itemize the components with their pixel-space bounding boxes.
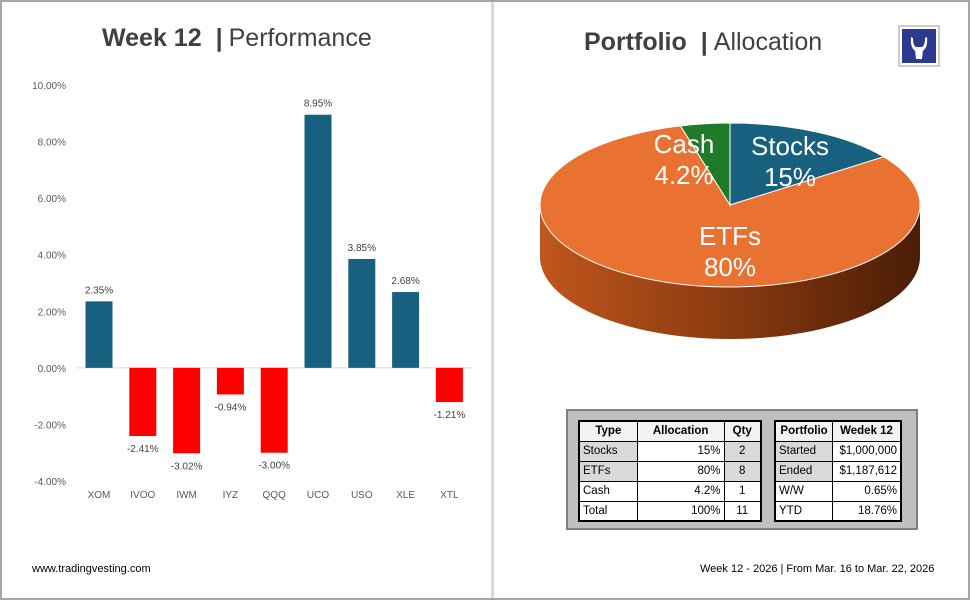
table-row: YTD 18.76%	[774, 500, 902, 522]
cell: 15%	[636, 440, 725, 462]
bar-iyz	[216, 367, 244, 395]
y-tick-label: 4.00%	[38, 251, 66, 262]
cell: 100%	[636, 500, 725, 522]
data-label: 3.85%	[348, 243, 376, 254]
cell: 4.2%	[636, 480, 725, 502]
table-row: Ended $1,187,612	[774, 460, 902, 482]
data-label: -2.41%	[127, 444, 159, 455]
y-tick-label: -4.00%	[34, 477, 66, 488]
header-portfolio: Portfolio	[774, 420, 834, 442]
x-tick-label: XLE	[396, 490, 415, 501]
data-label: 2.35%	[85, 285, 113, 296]
bar-xom	[85, 301, 113, 368]
pie-label: Cash	[654, 129, 715, 159]
allocation-title: Portfolio | Allocation	[584, 28, 823, 56]
pie-label: Stocks	[751, 131, 829, 161]
cell: Cash	[578, 480, 638, 502]
pie-value-label: 15%	[764, 162, 816, 192]
date-range: Week 12 - 2026 | From Mar. 16 to Mar. 22…	[700, 563, 935, 575]
bar-xle	[392, 292, 420, 368]
x-tick-label: XOM	[88, 490, 111, 501]
pie-slice-cash	[679, 122, 731, 207]
bull-horns-icon	[898, 25, 940, 67]
cell: ETFs	[578, 460, 638, 482]
cell: 8	[723, 460, 762, 482]
y-tick-label: 0.00%	[38, 364, 66, 375]
x-tick-label: QQQ	[263, 490, 287, 501]
bar-qqq	[260, 367, 288, 453]
x-tick-label: IVOO	[130, 490, 155, 501]
x-tick-label: XTL	[440, 490, 459, 501]
y-tick-label: -2.00%	[34, 420, 66, 431]
x-tick-label: IYZ	[223, 490, 239, 501]
performance-bar-chart: 10.00% 8.00% 6.00% 4.00% 2.00% 0.00% -2.00% -4.…	[32, 81, 472, 501]
header-week: Wedek 12	[832, 420, 902, 442]
data-label: 8.95%	[304, 99, 332, 110]
summary-tables: Type Allocation Qty Stocks 15% 2 ETFs 80% 8 Ca…	[566, 409, 918, 530]
website-link[interactable]: www.tradingvesting.com	[32, 563, 151, 575]
pie-value-label: 80%	[704, 252, 756, 282]
y-tick-label: 6.00%	[38, 194, 66, 205]
x-tick-label: IWM	[176, 490, 197, 501]
bar-xtl	[435, 367, 463, 403]
cell: $1,000,000	[832, 440, 902, 462]
bar-iwm	[173, 367, 201, 454]
pie-slice-stocks	[729, 122, 885, 206]
data-label: -3.02%	[171, 461, 203, 472]
header-qty: Qty	[723, 420, 762, 442]
data-label: -1.21%	[434, 410, 466, 421]
table-row: Total 100% 11	[578, 500, 762, 522]
bar-uso	[348, 258, 376, 368]
pie-label: ETFs	[699, 221, 761, 251]
y-tick-label: 10.00%	[32, 81, 66, 92]
x-tick-label: USO	[351, 490, 373, 501]
x-tick-label: UCO	[307, 490, 329, 501]
table-row: W/W 0.65%	[774, 480, 902, 502]
cell: Ended	[774, 460, 834, 482]
table-row: Cash 4.2% 1	[578, 480, 762, 502]
performance-title: Week 12 | Performance	[102, 24, 372, 52]
allocation-table: Type Allocation Qty Stocks 15% 2 ETFs 80% 8 Ca…	[578, 420, 762, 522]
pie-value-label: 4.2%	[654, 160, 713, 190]
bar-uco	[304, 114, 332, 368]
y-tick-label: 2.00%	[38, 307, 66, 318]
panel-divider	[491, 2, 494, 598]
portfolio-table: Portfolio Wedek 12 Started $1,000,000 Ende…	[774, 420, 902, 522]
y-tick-label: 8.00%	[38, 138, 66, 149]
cell: $1,187,612	[832, 460, 902, 482]
cell: 11	[723, 500, 762, 522]
cell: 2	[723, 440, 762, 462]
bar-ivoo	[129, 367, 157, 437]
cell: 0.65%	[832, 480, 902, 502]
table-row: Stocks 15% 2	[578, 440, 762, 462]
cell: 80%	[636, 460, 725, 482]
cell: YTD	[774, 500, 834, 522]
table-row: ETFs 80% 8	[578, 460, 762, 482]
pie-slice-etfs	[539, 125, 921, 288]
cell: 1	[723, 480, 762, 502]
cell: Started	[774, 440, 834, 462]
table-row: Started $1,000,000	[774, 440, 902, 462]
cell: Total	[578, 500, 638, 522]
cell: Stocks	[578, 440, 638, 462]
data-label: 2.68%	[391, 276, 419, 287]
cell: W/W	[774, 480, 834, 502]
cell: 18.76%	[832, 500, 902, 522]
pie-side-etfs	[540, 205, 920, 339]
header-allocation: Allocation	[636, 420, 725, 442]
data-label: -0.94%	[215, 402, 247, 413]
header-type: Type	[578, 420, 638, 442]
data-label: -3.00%	[258, 461, 290, 472]
